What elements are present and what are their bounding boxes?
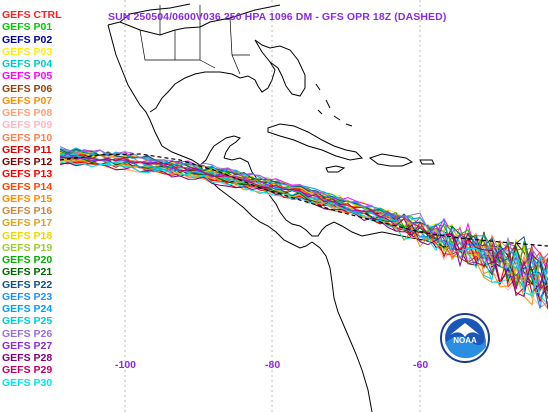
member-contour — [59, 156, 548, 294]
state-borders — [139, 5, 250, 75]
legend-entry: GEFS P03 — [2, 45, 53, 58]
member-legend: GEFS CTRL GEFS P01 GEFS P02 GEFS P03 GEFS P0… — [2, 9, 62, 389]
ensemble-contours — [59, 145, 548, 310]
noaa-logo-icon: NOAA — [440, 313, 490, 363]
member-contour — [59, 152, 548, 292]
member-contour — [59, 151, 548, 310]
bahamas-islands — [315, 83, 353, 127]
legend-entry: GEFS P19 — [2, 241, 53, 254]
legend-entry: GEFS P30 — [2, 376, 53, 389]
legend-entry: GEFS P04 — [2, 58, 53, 70]
member-contour — [59, 157, 548, 309]
legend-entry: GEFS CTRL — [2, 9, 62, 21]
member-contour — [59, 147, 548, 292]
legend-entry: GEFS P07 — [2, 94, 53, 107]
legend-entry: GEFS P14 — [2, 180, 53, 193]
legend-entry: GEFS P06 — [2, 82, 53, 95]
member-contour — [59, 160, 548, 294]
member-contour — [59, 158, 548, 302]
legend-entry: GEFS P28 — [2, 352, 53, 364]
legend-entry: GEFS P29 — [2, 364, 53, 377]
legend-entry: GEFS P16 — [2, 205, 53, 217]
legend-entry: GEFS P09 — [2, 119, 53, 132]
gfs-opr-contour — [59, 153, 548, 247]
legend-entry: GEFS P27 — [2, 339, 53, 352]
great-lakes — [119, 3, 191, 23]
member-contour — [59, 160, 548, 297]
legend-entry: GEFS P23 — [2, 290, 53, 303]
cuba-coast — [267, 123, 364, 161]
legend-entry: GEFS P13 — [2, 168, 53, 181]
member-contour — [59, 153, 548, 296]
legend-entry: GEFS P15 — [2, 192, 53, 205]
member-contour — [59, 149, 548, 281]
member-contour — [59, 155, 548, 299]
member-contour — [59, 153, 548, 292]
hispaniola-coast — [368, 153, 414, 167]
legend-entry: GEFS P10 — [2, 131, 53, 144]
member-contour — [59, 150, 548, 294]
legend-entry: GEFS P20 — [2, 254, 53, 266]
puerto-rico-coast — [419, 159, 435, 165]
legend-entry: GEFS P18 — [2, 229, 53, 242]
north-america-coast — [107, 4, 281, 166]
legend-entry: GEFS P26 — [2, 327, 53, 340]
legend-entry: GEFS P22 — [2, 278, 53, 291]
member-contour — [59, 160, 548, 308]
jamaica-coast — [325, 165, 346, 173]
member-contour — [59, 156, 548, 289]
florida-coast — [254, 39, 306, 97]
lon-label-100w: -100 — [115, 359, 137, 371]
legend-entry: GEFS P05 — [2, 70, 53, 83]
member-contour — [59, 160, 548, 290]
legend-entry: GEFS P02 — [2, 33, 53, 46]
legend-entry: GEFS P24 — [2, 303, 53, 315]
legend-entry: GEFS P17 — [2, 217, 53, 230]
noaa-logo-text: NOAA — [453, 336, 477, 345]
chart-title: SUN 250504/0600V036 250 HPA 1096 DM - GF… — [108, 11, 447, 23]
member-contour — [59, 148, 548, 291]
lon-label-60w: -60 — [413, 359, 429, 371]
member-contour — [59, 155, 548, 309]
member-contour — [59, 145, 548, 289]
legend-entry: GEFS P21 — [2, 266, 53, 279]
legend-entry: GEFS P25 — [2, 315, 53, 328]
member-contour — [59, 156, 548, 309]
lon-label-80w: -80 — [265, 359, 281, 371]
legend-entry: GEFS P08 — [2, 107, 53, 119]
meridians — [124, 0, 421, 412]
legend-entry: GEFS P01 — [2, 21, 53, 34]
legend-entry: GEFS P11 — [2, 143, 52, 156]
legend-entry: GEFS P12 — [2, 156, 53, 168]
member-contour — [59, 161, 548, 306]
